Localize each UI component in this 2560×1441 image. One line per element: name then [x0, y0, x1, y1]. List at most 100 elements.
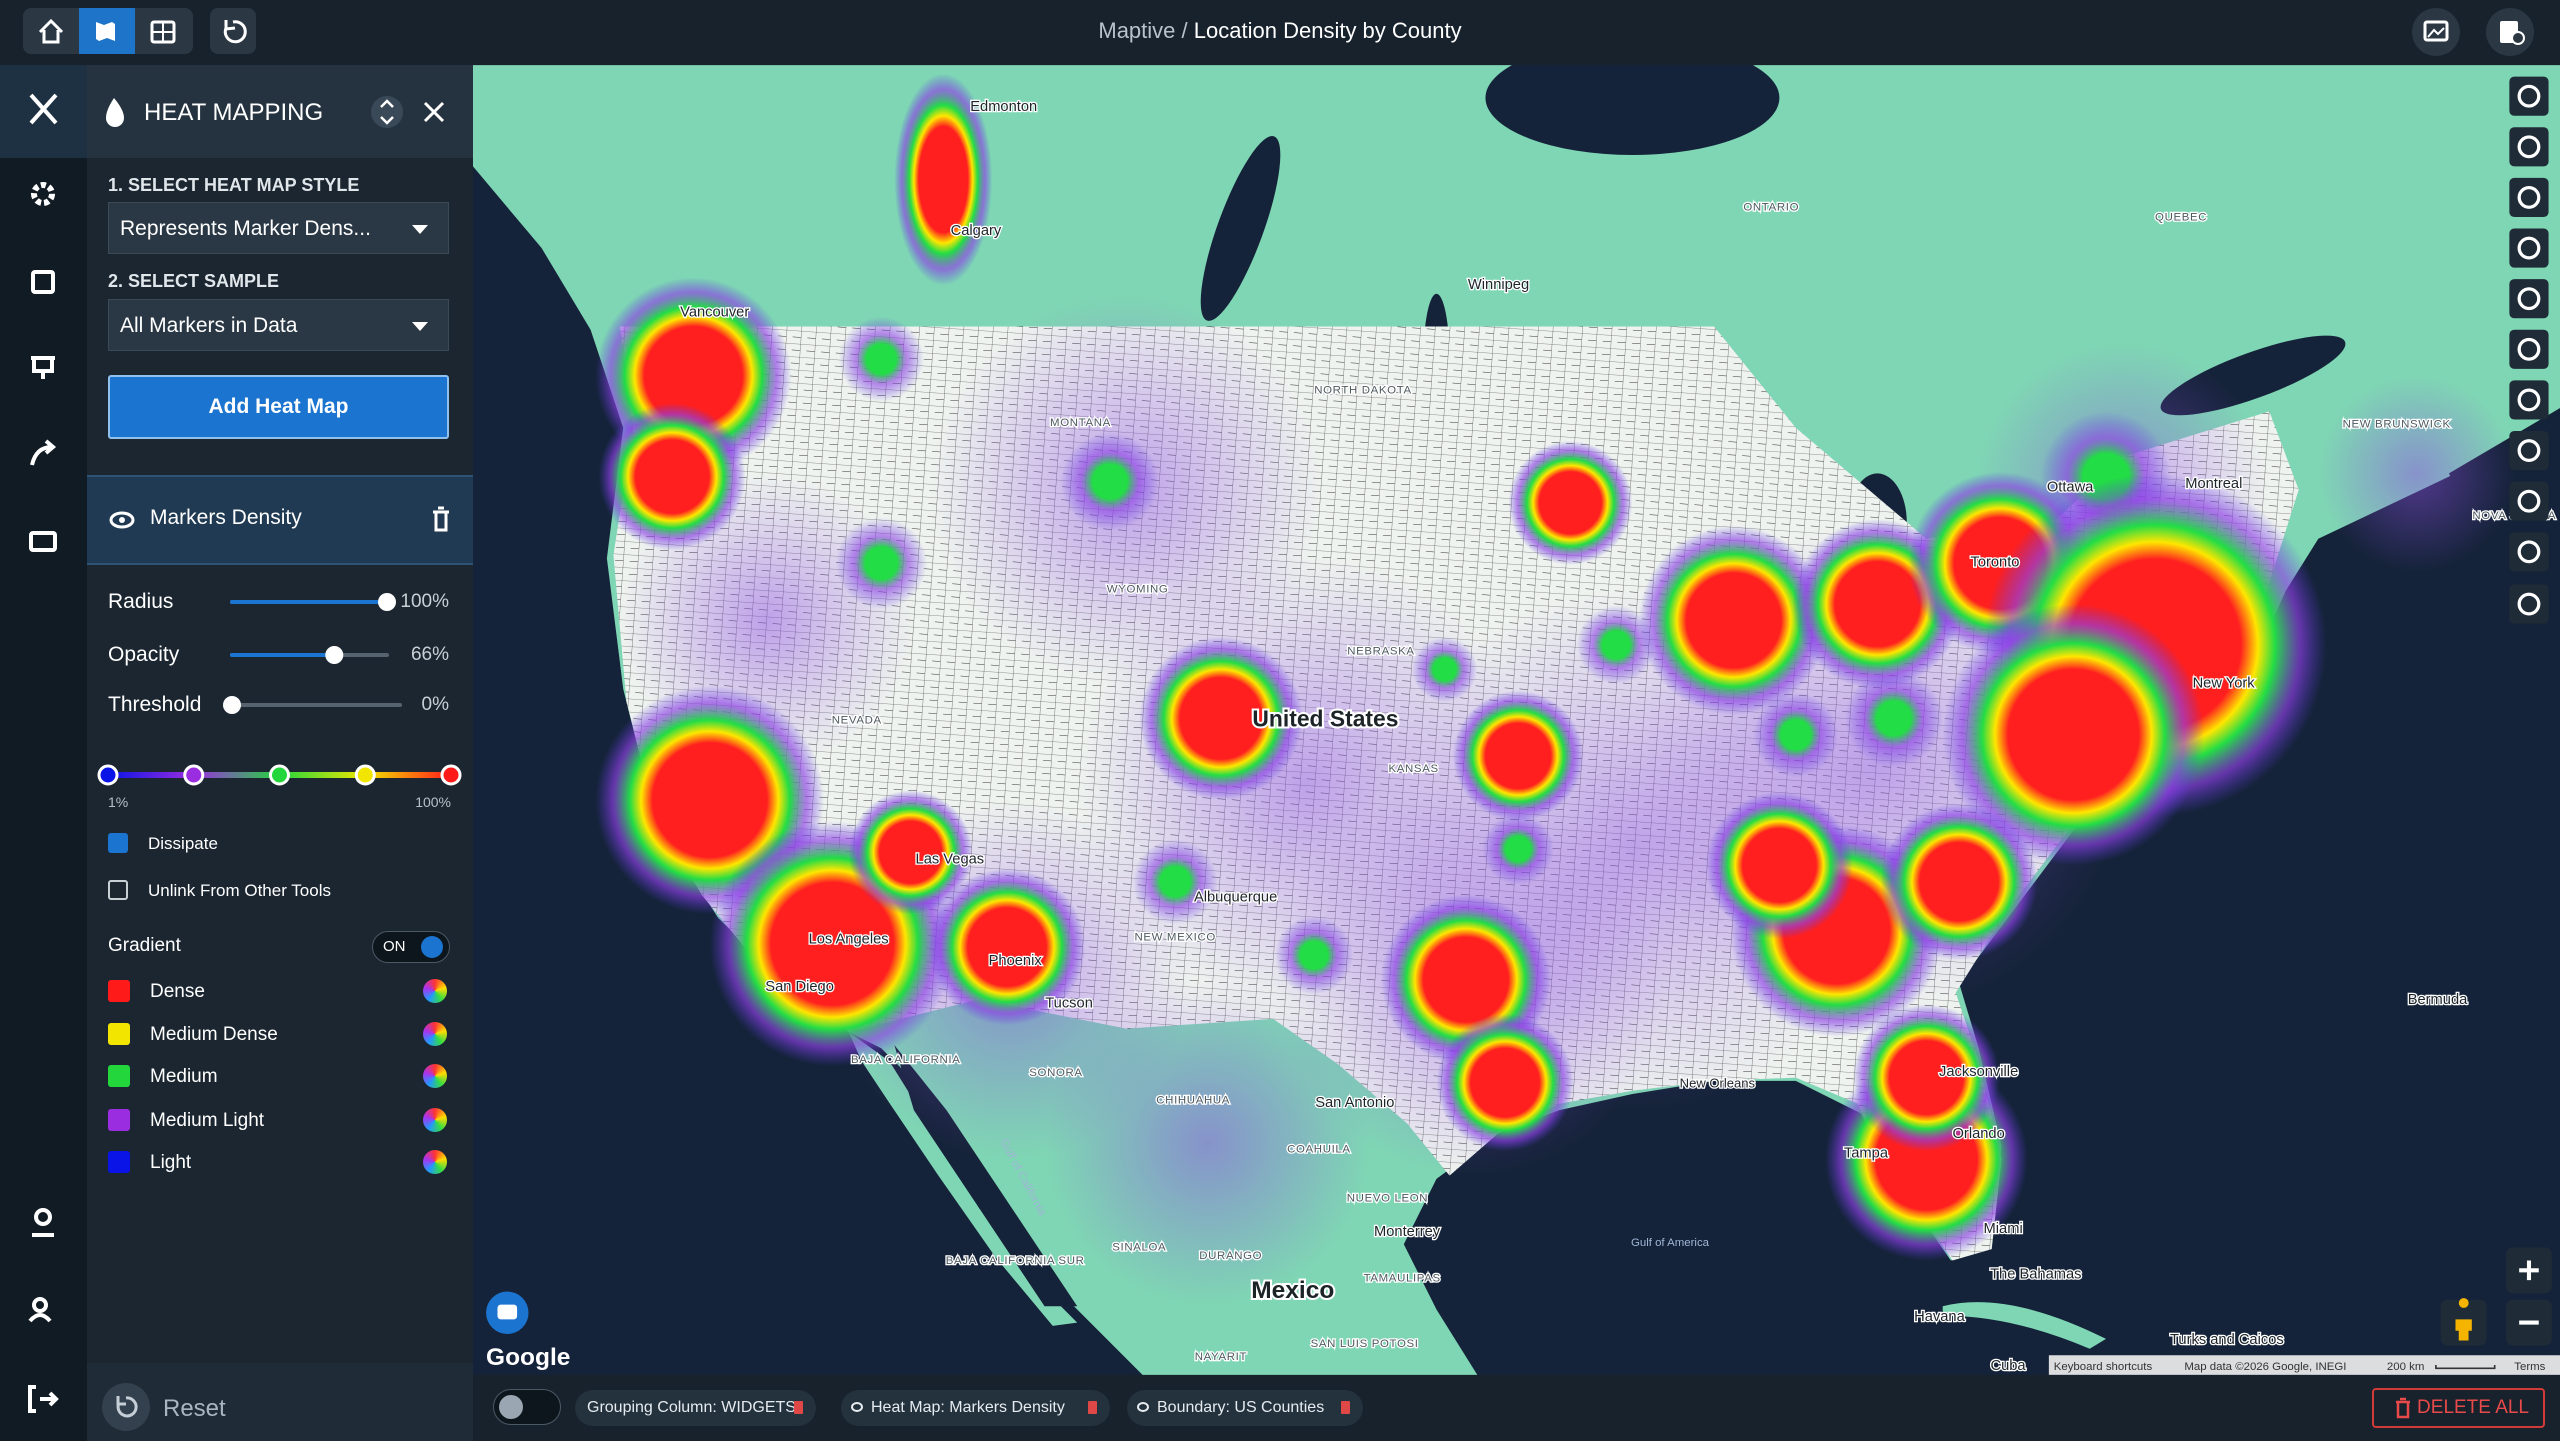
logout-icon[interactable]	[28, 1385, 59, 1413]
share-icon[interactable]	[30, 439, 57, 466]
map-tool-icon	[2517, 236, 2541, 260]
map-label: QUEBEC	[2155, 211, 2207, 223]
flame-icon	[106, 98, 124, 127]
map-icon[interactable]	[96, 22, 115, 41]
map-label: SINALOA	[1112, 1242, 1166, 1254]
panel-controls	[97, 593, 462, 849]
gradient-stop[interactable]	[354, 764, 376, 786]
checkbox[interactable]	[108, 880, 128, 900]
home-icon[interactable]	[38, 18, 64, 44]
map-tool-button[interactable]	[2509, 127, 2549, 167]
reorder-button[interactable]	[371, 96, 403, 128]
reset-text[interactable]: Reset	[163, 1395, 226, 1422]
step-label: 2. SELECT SAMPLE	[108, 271, 280, 291]
map-label: Jacksonville	[1939, 1064, 2018, 1080]
color-picker[interactable]	[423, 1108, 447, 1132]
color-picker[interactable]	[423, 1022, 447, 1046]
map-tool-button[interactable]	[2509, 532, 2549, 572]
map-tool-button[interactable]	[2509, 380, 2549, 420]
filter-chip[interactable]: Grouping Column: WIDGETS	[575, 1390, 816, 1426]
gradient-stop[interactable]	[97, 764, 119, 786]
map-label: NAYARIT	[1195, 1351, 1247, 1363]
legend-swatch	[108, 1151, 130, 1173]
color-picker[interactable]	[423, 979, 447, 1003]
map-tool-icon	[2517, 337, 2541, 361]
color-picker[interactable]	[423, 1064, 447, 1088]
heat-medium	[835, 517, 927, 609]
option-label: Dissipate	[148, 834, 218, 853]
map-label: Gulf of America	[1631, 1237, 1710, 1249]
separator: /	[1181, 18, 1188, 43]
legend-label: Dense	[150, 981, 205, 1002]
heat-dense	[1705, 791, 1853, 939]
map-tool-icon	[2517, 592, 2541, 616]
filter-chip[interactable]: Boundary: US Counties	[1127, 1390, 1363, 1426]
map-tool-button[interactable]	[2509, 430, 2549, 471]
style-dropdown[interactable]: Represents Marker Dens...	[108, 202, 449, 254]
legend-label: Medium Light	[150, 1110, 265, 1131]
map-label: NEVADA	[832, 714, 882, 726]
chip-remove[interactable]	[1341, 1401, 1350, 1414]
slider-thumb[interactable]	[223, 696, 241, 714]
terms[interactable]: Terms	[2514, 1361, 2545, 1373]
account-icon[interactable]	[32, 1297, 48, 1313]
layers-toggle[interactable]	[493, 1389, 561, 1425]
heat-medium	[1576, 605, 1656, 685]
map-tool-button[interactable]	[2509, 76, 2549, 116]
brand[interactable]: Maptive	[1098, 18, 1176, 43]
reset-icon[interactable]	[102, 1383, 150, 1431]
bottom-bar: DELETE ALL Grouping Column: WIDGETS Heat …	[473, 1375, 2560, 1441]
chip-remove[interactable]	[794, 1401, 803, 1414]
map-tool-button[interactable]	[2509, 584, 2549, 624]
map-label: KANSAS	[1388, 763, 1438, 775]
rail-icons	[28, 93, 59, 1413]
chip-remove[interactable]	[1088, 1401, 1097, 1414]
legend-label: Medium	[150, 1066, 218, 1087]
heat-dense	[1880, 803, 2038, 961]
map-tool-button[interactable]	[2509, 279, 2549, 319]
header-icons	[106, 96, 445, 128]
gradient-toggle[interactable]: ON	[372, 931, 450, 963]
gradient-stop[interactable]	[440, 764, 462, 786]
top-bar	[0, 0, 2560, 65]
map-tool-icon	[2517, 489, 2541, 513]
visibility-icon[interactable]	[109, 511, 135, 529]
tools-icon[interactable]	[29, 93, 58, 125]
close-button[interactable]	[423, 101, 445, 123]
gradient-min: 1%	[108, 794, 129, 810]
undo-icon[interactable]	[223, 20, 247, 44]
map-label: ONTARIO	[1743, 201, 1799, 213]
keyboard-shortcuts[interactable]: Keyboard shortcuts	[2054, 1361, 2153, 1373]
heat-medium	[1274, 915, 1354, 995]
cuba-land	[1942, 1302, 2107, 1349]
color-picker[interactable]	[423, 1150, 447, 1174]
sample-dropdown[interactable]: All Markers in Data	[108, 299, 449, 351]
delete-layer-icon[interactable]	[433, 506, 449, 532]
slider-thumb[interactable]	[378, 593, 396, 611]
map[interactable]: Edmonton Calgary Vancouver Winnipeg ONTARIO Q…	[473, 65, 2560, 1375]
add-heat-map-button[interactable]: Add Heat Map	[108, 375, 449, 439]
checkbox[interactable]	[108, 833, 128, 853]
heat-dense	[1508, 440, 1633, 565]
refresh-button[interactable]	[210, 8, 256, 54]
gradient-stop[interactable]	[269, 764, 290, 786]
map-label: Havana	[1914, 1309, 1965, 1325]
page-title: Location Density by County	[1193, 18, 1462, 43]
map-tool-icon	[2517, 186, 2541, 209]
attribution-bar	[2048, 1355, 2560, 1375]
map-tool-button[interactable]	[2509, 481, 2549, 521]
support-icon[interactable]	[34, 1208, 52, 1226]
map-tool-button[interactable]	[2509, 177, 2549, 218]
present-icon[interactable]	[31, 356, 55, 379]
slider-thumb[interactable]	[325, 646, 344, 664]
delete-all-button[interactable]: DELETE ALL	[2372, 1388, 2545, 1428]
layer-row[interactable]	[87, 475, 473, 565]
filter-chip[interactable]: Heat Map: Markers Density	[841, 1390, 1110, 1426]
map-tool-button[interactable]	[2509, 329, 2549, 369]
gradient-stop[interactable]	[183, 764, 205, 786]
settings-icon[interactable]	[31, 182, 55, 206]
save-icon[interactable]	[31, 270, 55, 294]
map-tool-button[interactable]	[2509, 228, 2549, 268]
card-icon[interactable]	[29, 531, 57, 552]
